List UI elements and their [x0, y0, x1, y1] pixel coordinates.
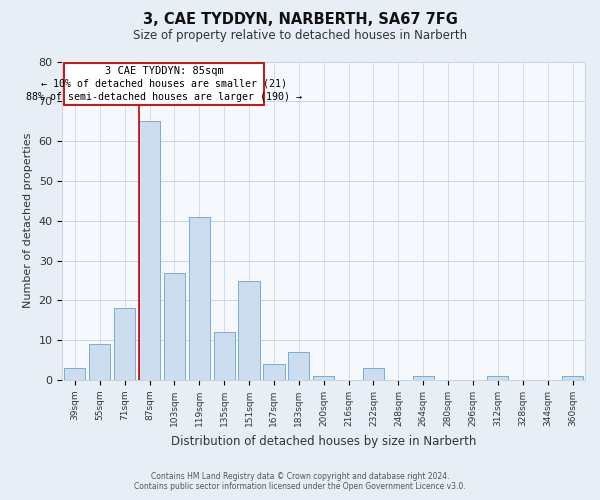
X-axis label: Distribution of detached houses by size in Narberth: Distribution of detached houses by size … [171, 434, 476, 448]
Bar [238, 280, 260, 380]
Text: 3, CAE TYDDYN, NARBERTH, SA67 7FG: 3, CAE TYDDYN, NARBERTH, SA67 7FG [143, 12, 457, 28]
Text: Size of property relative to detached houses in Narberth: Size of property relative to detached ho… [133, 29, 467, 42]
Bar [313, 376, 334, 380]
Bar [363, 368, 384, 380]
Bar [64, 368, 85, 380]
Y-axis label: Number of detached properties: Number of detached properties [23, 133, 33, 308]
Text: Contains HM Land Registry data © Crown copyright and database right 2024.
Contai: Contains HM Land Registry data © Crown c… [134, 472, 466, 491]
Bar [164, 272, 185, 380]
Text: 3 CAE TYDDYN: 85sqm: 3 CAE TYDDYN: 85sqm [105, 66, 224, 76]
Text: ← 10% of detached houses are smaller (21): ← 10% of detached houses are smaller (21… [41, 78, 287, 88]
Text: 88% of semi-detached houses are larger (190) →: 88% of semi-detached houses are larger (… [26, 92, 302, 102]
Bar [189, 217, 210, 380]
Bar [114, 308, 135, 380]
Bar [288, 352, 310, 380]
Bar [214, 332, 235, 380]
Bar [562, 376, 583, 380]
Bar [89, 344, 110, 380]
Bar [139, 121, 160, 380]
Bar [487, 376, 508, 380]
FancyBboxPatch shape [64, 64, 264, 106]
Bar [413, 376, 434, 380]
Bar [263, 364, 284, 380]
